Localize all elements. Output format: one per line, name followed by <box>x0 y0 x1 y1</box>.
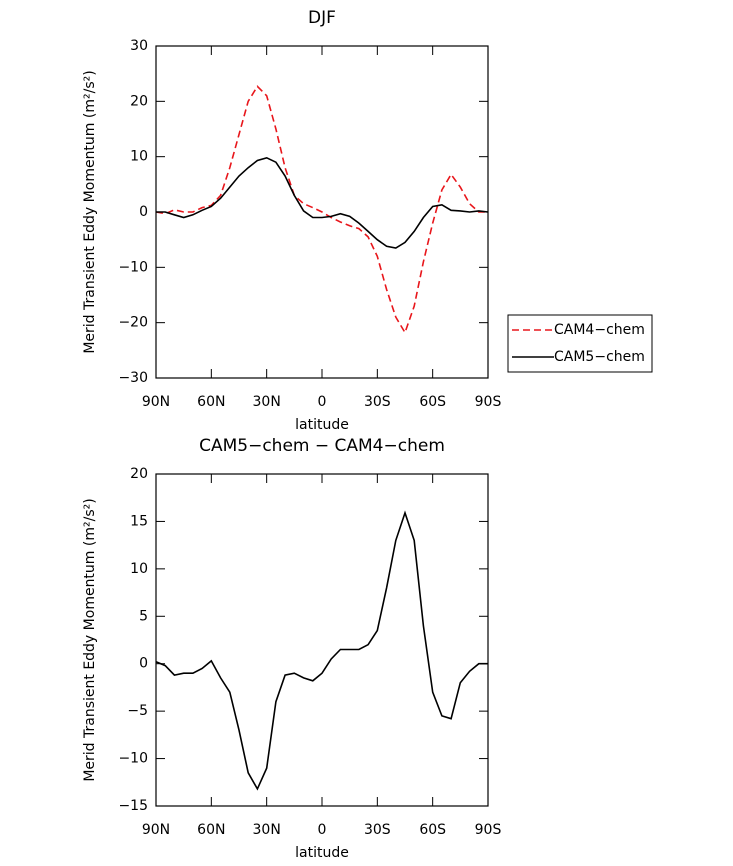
plot-frame <box>155 45 489 379</box>
x-tick-label: 30S <box>364 822 391 838</box>
y-tick-label: 15 <box>130 513 148 529</box>
legend-label: CAM5−chem <box>554 349 645 365</box>
x-axis-label: latitude <box>295 417 349 433</box>
x-tick-label: 60S <box>419 394 446 410</box>
data-line <box>155 85 488 335</box>
y-tick-label: 30 <box>130 38 148 54</box>
y-tick-label: −15 <box>118 798 148 814</box>
y-axis-label: Merid Transient Eddy Momentum (m²/s²) <box>82 498 98 781</box>
x-tick-label: 60N <box>197 822 225 838</box>
x-tick-label: 30S <box>364 394 391 410</box>
x-tick-label: 90N <box>142 822 170 838</box>
chart-title: CAM5−chem − CAM4−chem <box>199 436 445 456</box>
y-tick-label: −20 <box>118 315 148 331</box>
legend-box <box>507 314 653 373</box>
x-tick-label: 90N <box>142 394 170 410</box>
y-tick-label: 5 <box>139 608 148 624</box>
y-tick-label: 10 <box>130 149 148 165</box>
y-tick-label: −10 <box>118 259 148 275</box>
x-axis-label: latitude <box>295 845 349 861</box>
legend-label: CAM4−chem <box>554 322 645 338</box>
y-tick-label: −5 <box>127 703 148 719</box>
y-axis-label: Merid Transient Eddy Momentum (m²/s²) <box>82 70 98 353</box>
x-tick-label: 0 <box>318 822 327 838</box>
x-tick-label: 30N <box>253 822 281 838</box>
y-tick-label: −30 <box>118 370 148 386</box>
data-line <box>156 156 489 249</box>
y-tick-label: 20 <box>130 93 148 109</box>
y-tick-label: 0 <box>139 656 148 672</box>
data-line <box>155 510 488 791</box>
x-tick-label: 90S <box>475 394 502 410</box>
x-tick-label: 90S <box>475 822 502 838</box>
x-tick-label: 0 <box>318 394 327 410</box>
x-tick-label: 60S <box>419 822 446 838</box>
y-tick-label: 20 <box>130 466 148 482</box>
plot-frame <box>155 473 489 807</box>
y-tick-label: 0 <box>139 204 148 220</box>
chart-title: DJF <box>308 8 336 28</box>
x-tick-label: 30N <box>253 394 281 410</box>
x-tick-label: 60N <box>197 394 225 410</box>
y-tick-label: 10 <box>130 561 148 577</box>
y-tick-label: −10 <box>118 751 148 767</box>
